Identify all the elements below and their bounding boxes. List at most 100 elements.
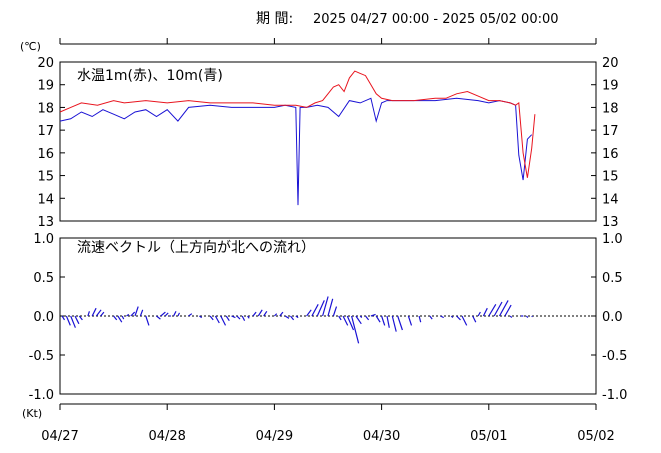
vector-mark <box>263 310 268 317</box>
temp-tick-label-left: 19 <box>37 79 54 94</box>
period-range: 2025 04/27 00:00 - 2025 05/02 00:00 <box>313 12 559 27</box>
temp-tick-label-right: 13 <box>602 215 619 230</box>
vector-mark <box>418 315 422 323</box>
temp-tick-label-right: 15 <box>602 170 619 185</box>
vector-mark <box>509 315 513 319</box>
temp-tick-label-left: 18 <box>37 101 54 116</box>
vector-mark <box>209 315 214 321</box>
top-date-ticks <box>59 38 597 44</box>
vector-mark <box>91 307 97 317</box>
vector-mark <box>273 313 278 317</box>
vector-mark <box>247 315 250 319</box>
vector-mark <box>61 315 66 321</box>
vector-tick-label-left: 0.5 <box>33 271 54 286</box>
vector-tick-label-right: -0.5 <box>602 349 627 364</box>
vector-mark <box>359 315 363 319</box>
temp-tick-label-left: 13 <box>37 215 54 230</box>
vector-mark <box>338 315 342 321</box>
vector-mark <box>306 309 312 317</box>
vector-unit-label: (Kt) <box>22 407 42 420</box>
vector-mark <box>113 315 118 321</box>
temp-tick-label-right: 18 <box>602 101 619 116</box>
bottom-date-ticks: 04/27 04/28 04/29 04/30 05/01 05/02 <box>41 404 615 444</box>
vector-mark <box>351 315 360 344</box>
vector-mark <box>355 315 362 325</box>
temp-tick-label-left: 16 <box>37 147 54 162</box>
vector-mark <box>316 300 325 317</box>
vector-panel-title: 流速ベクトル（上方向が北への流れ） <box>77 240 315 256</box>
temp-line-10m <box>59 97 533 206</box>
temp-tick-label-left: 17 <box>37 124 54 139</box>
vector-mark <box>461 315 468 326</box>
vector-mark <box>370 313 376 317</box>
vector-tick-label-right: 1.0 <box>602 232 623 247</box>
vector-tick-label-left: -0.5 <box>29 349 54 364</box>
vector-mark <box>177 312 181 317</box>
vector-mark <box>488 303 497 317</box>
vector-mark <box>279 311 284 317</box>
vector-mark <box>241 315 246 321</box>
vector-ticks: 1.0 1.0 0.5 0.5 0.0 0.0 -0.5 -0.5 -1.0 -1.0 <box>29 232 628 403</box>
temp-tick-label-right: 20 <box>602 56 619 71</box>
vector-mark <box>121 315 125 320</box>
vector-mark <box>450 315 454 319</box>
date-tick-label: 04/28 <box>148 429 185 444</box>
temp-unit-label: (℃) <box>20 40 41 53</box>
vector-marks <box>61 296 533 344</box>
temp-tick-label-left: 14 <box>37 192 54 207</box>
vector-tick-label-left: -1.0 <box>29 388 54 403</box>
vector-mark <box>139 309 144 317</box>
vector-mark <box>477 311 481 317</box>
vector-mark <box>188 313 193 317</box>
vector-mark <box>456 315 461 321</box>
temp-panel-title: 水温1m(赤)、10m(青) <box>77 68 223 84</box>
period-label: 期 間: <box>256 11 293 27</box>
date-tick-label: 04/30 <box>363 429 400 444</box>
temp-series <box>59 70 536 206</box>
vector-mark <box>498 300 509 317</box>
temp-tick-label-right: 16 <box>602 147 619 162</box>
vector-mark <box>284 315 290 319</box>
vector-mark <box>78 315 83 321</box>
vector-mark <box>327 298 334 317</box>
vector-mark <box>126 313 130 317</box>
vector-mark <box>252 311 257 317</box>
vector-mark <box>290 315 295 321</box>
temp-tick-label-left: 20 <box>37 56 54 71</box>
vector-mark <box>100 311 105 317</box>
vector-tick-label-right: 0.5 <box>602 271 623 286</box>
vector-mark <box>493 301 503 317</box>
vector-tick-label-left: 0.0 <box>33 310 54 325</box>
vector-mark <box>65 315 71 326</box>
temp-tick-label-right: 19 <box>602 79 619 94</box>
vector-mark <box>346 315 355 331</box>
vector-mark <box>160 311 166 317</box>
vector-mark <box>332 306 338 317</box>
vector-mark <box>365 315 370 321</box>
vector-mark <box>381 315 386 326</box>
vector-mark <box>504 304 512 317</box>
vector-mark <box>164 312 169 317</box>
vector-mark <box>391 315 397 332</box>
vector-tick-label-left: 1.0 <box>33 232 54 247</box>
vector-mark <box>322 296 329 317</box>
temp-tick-label-left: 15 <box>37 170 54 185</box>
vector-mark <box>145 315 150 326</box>
temp-tick-label-right: 14 <box>602 192 619 207</box>
vector-mark <box>236 315 241 320</box>
date-tick-label: 05/02 <box>577 429 614 444</box>
vector-mark <box>70 315 76 328</box>
temp-ticks: 20 20 19 19 18 18 17 17 16 16 15 15 14 14 13 13 <box>37 56 618 230</box>
vector-mark <box>87 311 90 317</box>
date-tick-label: 04/29 <box>256 429 293 444</box>
vector-mark <box>482 307 488 317</box>
vector-mark <box>472 315 477 323</box>
vector-tick-label-right: -1.0 <box>602 388 627 403</box>
date-tick-label: 05/01 <box>470 429 507 444</box>
vector-mark <box>199 315 203 319</box>
date-tick-label: 04/27 <box>41 429 78 444</box>
vector-mark <box>257 309 263 317</box>
vector-mark <box>130 311 136 317</box>
